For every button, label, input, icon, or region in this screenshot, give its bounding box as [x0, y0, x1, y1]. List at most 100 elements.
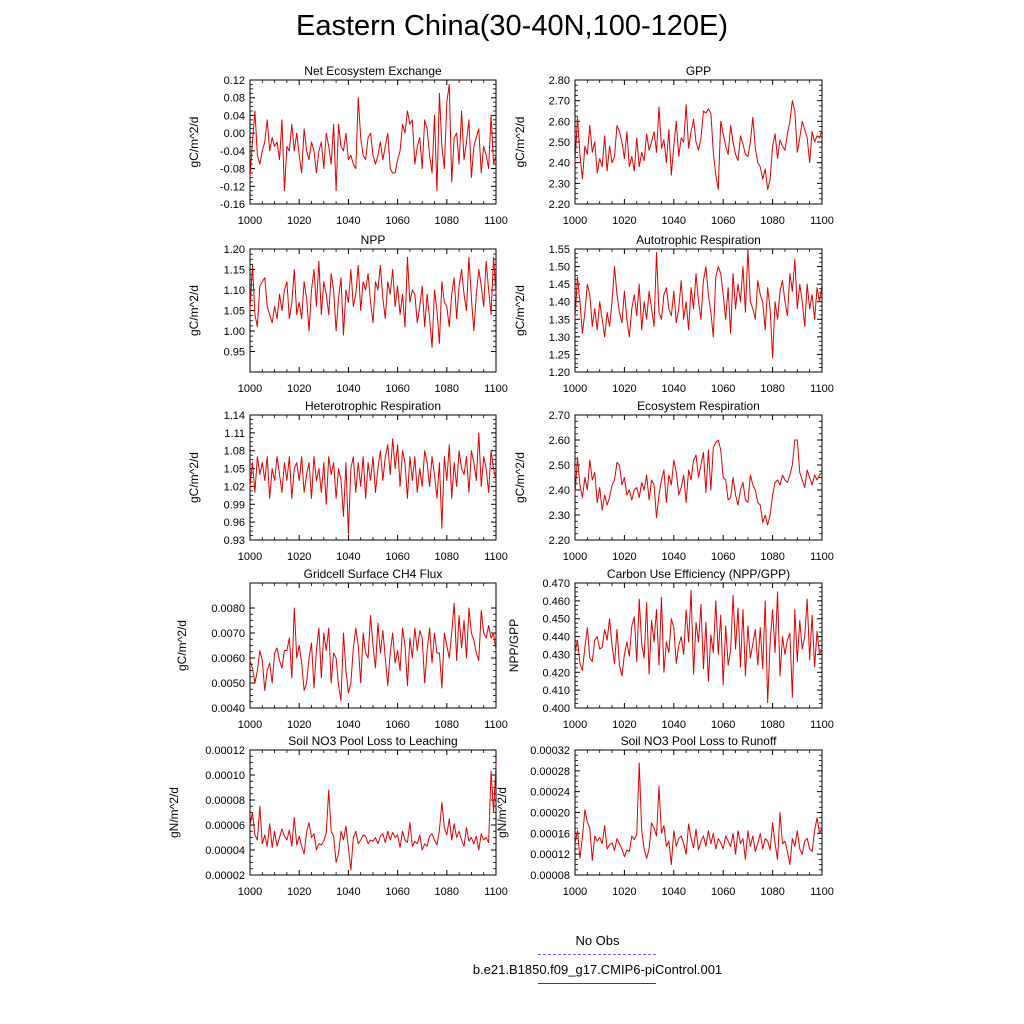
- x-tick-label: 1000: [563, 719, 587, 731]
- series-line: [249, 432, 497, 535]
- x-tick-label: 1020: [287, 383, 311, 395]
- x-tick-label: 1060: [711, 215, 735, 227]
- y-tick-label: 0.00: [224, 128, 245, 140]
- y-tick-label: 1.15: [224, 265, 245, 277]
- x-tick-label: 1080: [760, 383, 784, 395]
- x-tick-label: 1020: [612, 551, 636, 563]
- y-tick-label: 2.20: [549, 199, 570, 211]
- y-tick-label: 1.08: [224, 446, 245, 458]
- x-tick-label: 1100: [484, 886, 508, 898]
- series-line: [249, 602, 497, 701]
- x-tick-label: 1020: [612, 719, 636, 731]
- plot-frame: [574, 79, 823, 205]
- x-tick-label: 1060: [385, 383, 409, 395]
- y-tick-label: 1.10: [224, 285, 245, 297]
- y-tick-label: 1.20: [224, 244, 245, 256]
- x-tick-label: 1040: [662, 886, 686, 898]
- y-tick-label: 0.0060: [211, 653, 245, 665]
- x-tick-label: 1040: [336, 383, 360, 395]
- panel-title: Soil NO3 Pool Loss to Leaching: [288, 734, 457, 748]
- y-tick-label: 1.55: [549, 244, 570, 256]
- x-tick-label: 1100: [484, 383, 508, 395]
- panel-title: Autotrophic Respiration: [636, 233, 761, 247]
- y-tick-label: 0.430: [542, 649, 570, 661]
- x-tick-label: 1100: [810, 215, 834, 227]
- y-tick-label: 1.25: [549, 349, 570, 361]
- x-tick-label: 1080: [760, 719, 784, 731]
- y-axis-label: gC/m^2/d: [513, 117, 527, 168]
- y-tick-label: -0.08: [220, 164, 245, 176]
- series-line: [574, 762, 823, 866]
- x-tick-label: 1020: [287, 719, 311, 731]
- y-tick-label: 1.50: [549, 262, 570, 274]
- y-tick-label: 0.440: [542, 632, 570, 644]
- y-tick-label: 0.00006: [205, 820, 245, 832]
- y-tick-label: 0.470: [542, 578, 570, 590]
- x-tick-label: 1040: [336, 886, 360, 898]
- y-tick-label: 0.93: [224, 535, 245, 547]
- x-tick-label: 1020: [612, 215, 636, 227]
- y-tick-label: 2.40: [549, 158, 570, 170]
- plot-frame: [574, 749, 823, 876]
- y-tick-label: 1.35: [549, 314, 570, 326]
- x-tick-label: 1100: [484, 719, 508, 731]
- panel-title: GPP: [686, 64, 711, 78]
- x-tick-label: 1100: [810, 886, 834, 898]
- y-tick-label: 2.30: [549, 510, 570, 522]
- panel-title: Heterotrophic Respiration: [305, 399, 441, 413]
- y-tick-label: 2.80: [549, 75, 570, 87]
- x-tick-label: 1040: [336, 551, 360, 563]
- y-axis-label: gC/m^2/d: [513, 285, 527, 336]
- legend-model-line: [538, 983, 656, 984]
- y-tick-label: 0.420: [542, 667, 570, 679]
- x-tick-label: 1000: [238, 551, 262, 563]
- y-tick-label: 1.30: [549, 332, 570, 344]
- y-tick-label: 0.96: [224, 517, 245, 529]
- x-tick-label: 1040: [662, 719, 686, 731]
- y-tick-label: 1.05: [224, 464, 245, 476]
- y-tick-label: 2.60: [549, 435, 570, 447]
- x-tick-label: 1000: [238, 886, 262, 898]
- y-tick-label: 0.00004: [205, 845, 245, 857]
- x-tick-label: 1080: [435, 383, 459, 395]
- y-axis-label: gC/m^2/d: [187, 285, 201, 336]
- x-tick-label: 1100: [810, 551, 834, 563]
- x-tick-label: 1060: [711, 383, 735, 395]
- x-tick-label: 1100: [810, 383, 834, 395]
- y-tick-label: -0.04: [220, 146, 245, 158]
- plot-frame: [249, 248, 497, 373]
- y-axis-label: NPP/GPP: [507, 619, 521, 672]
- series-line: [574, 439, 823, 526]
- y-tick-label: 1.45: [549, 279, 570, 291]
- y-tick-label: 0.99: [224, 499, 245, 511]
- x-tick-label: 1060: [385, 719, 409, 731]
- x-tick-label: 1080: [760, 886, 784, 898]
- series-line: [574, 248, 823, 359]
- x-tick-label: 1040: [662, 383, 686, 395]
- series-line: [249, 763, 497, 871]
- y-tick-label: 1.00: [224, 326, 245, 338]
- x-tick-label: 1000: [238, 383, 262, 395]
- y-tick-label: 2.30: [549, 178, 570, 190]
- x-tick-label: 1000: [563, 551, 587, 563]
- y-tick-label: 0.00020: [530, 808, 570, 820]
- figure-title: Eastern China(30-40N,100-120E): [295, 10, 729, 42]
- x-tick-label: 1000: [563, 383, 587, 395]
- x-tick-label: 1060: [711, 719, 735, 731]
- y-tick-label: 1.20: [549, 367, 570, 379]
- y-tick-label: 2.50: [549, 460, 570, 472]
- y-tick-label: 2.60: [549, 116, 570, 128]
- x-tick-label: 1020: [287, 551, 311, 563]
- y-tick-label: 0.95: [224, 347, 245, 359]
- x-tick-label: 1080: [435, 215, 459, 227]
- x-tick-label: 1000: [238, 719, 262, 731]
- y-tick-label: 0.0070: [211, 628, 245, 640]
- legend-obs-line: [538, 954, 656, 955]
- y-tick-label: 0.00012: [530, 849, 570, 861]
- plot-frame: [249, 749, 497, 876]
- x-tick-label: 1020: [612, 383, 636, 395]
- y-tick-label: 2.40: [549, 485, 570, 497]
- series-line: [574, 589, 823, 704]
- x-tick-label: 1080: [435, 719, 459, 731]
